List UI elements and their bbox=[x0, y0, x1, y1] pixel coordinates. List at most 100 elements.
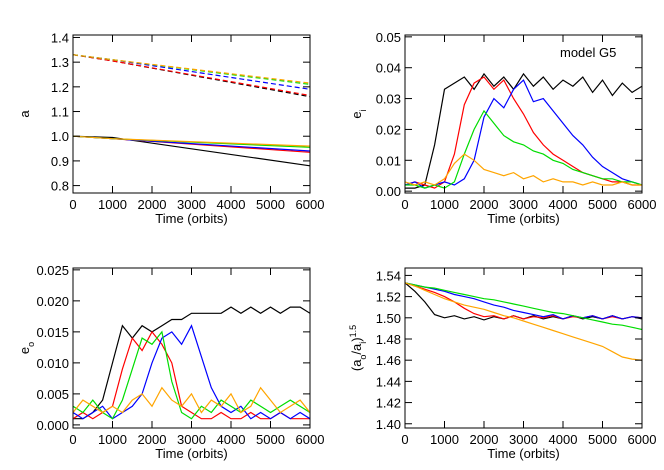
data-line bbox=[405, 282, 642, 331]
x-tick-label: 3000 bbox=[177, 197, 206, 212]
y-tick-label: 0.05 bbox=[376, 30, 401, 45]
y-tick-label: 0.03 bbox=[376, 92, 401, 107]
data-line bbox=[405, 282, 642, 320]
y-axis-label-part: 1.5 bbox=[348, 325, 358, 338]
data-line bbox=[405, 76, 642, 189]
y-axis-label-part: a bbox=[17, 110, 32, 118]
x-tick-label: 2000 bbox=[138, 432, 167, 447]
x-tick-label: 0 bbox=[401, 197, 408, 212]
y-tick-label: 0.010 bbox=[36, 356, 69, 371]
x-tick-label: 6000 bbox=[296, 432, 325, 447]
x-tick-label: 3000 bbox=[509, 432, 538, 447]
y-axis-label: a bbox=[17, 110, 32, 118]
x-tick-label: 3000 bbox=[509, 197, 538, 212]
data-line bbox=[405, 72, 642, 189]
x-tick-label: 2000 bbox=[470, 432, 499, 447]
panel: 0 1000 2000 3000 4000 5000 6000 1.40 1.42 1.44 1.4… bbox=[348, 267, 657, 461]
y-tick-label: 1.3 bbox=[51, 55, 69, 70]
y-tick-label: 1.48 bbox=[376, 332, 401, 347]
x-tick-label: 2000 bbox=[470, 197, 499, 212]
x-tick-label: 1000 bbox=[98, 197, 127, 212]
y-tick-label: 0.025 bbox=[36, 263, 69, 278]
data-line bbox=[73, 135, 310, 147]
y-tick-label: 0.015 bbox=[36, 325, 69, 340]
y-tick-label: 0.01 bbox=[376, 153, 401, 168]
y-tick-label: 1.52 bbox=[376, 290, 401, 305]
x-tick-label: 4000 bbox=[549, 197, 578, 212]
x-tick-label: 1000 bbox=[98, 432, 127, 447]
x-tick-label: 5000 bbox=[256, 432, 285, 447]
y-tick-label: 1.2 bbox=[51, 80, 69, 95]
panel: 0 1000 2000 3000 4000 5000 6000 0.00 0.01 0.02 0.0… bbox=[349, 30, 656, 226]
data-line bbox=[73, 54, 310, 98]
y-axis-label-part: /a bbox=[349, 343, 364, 355]
y-axis-label: eo bbox=[17, 342, 36, 354]
data-line bbox=[405, 109, 642, 189]
x-axis-label: Time (orbits) bbox=[487, 211, 559, 226]
data-line bbox=[73, 54, 310, 90]
y-axis-label-part: ) bbox=[349, 337, 364, 341]
y-tick-label: 0.00 bbox=[376, 184, 401, 199]
x-tick-label: 5000 bbox=[588, 432, 617, 447]
y-tick-label: 0.9 bbox=[51, 154, 69, 169]
x-tick-label: 4000 bbox=[217, 432, 246, 447]
y-axis-label-part: o bbox=[26, 342, 36, 347]
y-tick-label: 0.02 bbox=[376, 122, 401, 137]
x-axis-label: Time (orbits) bbox=[487, 446, 559, 461]
y-tick-label: 0.005 bbox=[36, 387, 69, 402]
panel: 0 1000 2000 3000 4000 5000 6000 0.8 0.9 1.0 1.1 1.2… bbox=[17, 30, 324, 226]
data-line bbox=[73, 54, 310, 85]
y-axis-label-part: o bbox=[358, 355, 368, 360]
y-tick-label: 1.46 bbox=[376, 353, 401, 368]
y-tick-label: 1.1 bbox=[51, 105, 69, 120]
x-tick-label: 4000 bbox=[549, 432, 578, 447]
axis-box bbox=[72, 267, 311, 429]
data-line bbox=[73, 54, 310, 97]
x-tick-label: 1000 bbox=[430, 197, 459, 212]
data-line bbox=[405, 79, 642, 189]
data-line bbox=[405, 282, 642, 321]
data-line bbox=[73, 386, 310, 414]
annotation: model G5 bbox=[560, 45, 616, 60]
y-tick-label: 1.50 bbox=[376, 311, 401, 326]
x-tick-label: 0 bbox=[69, 432, 76, 447]
x-tick-label: 5000 bbox=[588, 197, 617, 212]
data-line bbox=[405, 282, 642, 320]
x-tick-label: 4000 bbox=[217, 197, 246, 212]
y-tick-label: 1.4 bbox=[51, 30, 69, 45]
y-tick-label: 1.0 bbox=[51, 129, 69, 144]
data-line bbox=[73, 135, 310, 167]
y-tick-label: 0.8 bbox=[51, 179, 69, 194]
data-line bbox=[73, 306, 310, 420]
y-tick-label: 0.020 bbox=[36, 294, 69, 309]
y-axis-label-part: e bbox=[349, 111, 364, 118]
x-tick-label: 1000 bbox=[430, 432, 459, 447]
y-axis-label-part: (a bbox=[349, 359, 364, 371]
x-tick-label: 5000 bbox=[256, 197, 285, 212]
y-tick-label: 1.40 bbox=[376, 417, 401, 432]
data-line bbox=[405, 282, 642, 361]
x-axis-label: Time (orbits) bbox=[155, 211, 227, 226]
x-axis-label: Time (orbits) bbox=[155, 446, 227, 461]
y-tick-label: 1.42 bbox=[376, 396, 401, 411]
y-axis-label: ei bbox=[349, 109, 368, 118]
y-axis-label-part: i bbox=[358, 342, 368, 344]
y-axis-label-part: i bbox=[358, 109, 368, 111]
x-tick-label: 2000 bbox=[138, 197, 167, 212]
y-axis-label: (ao/ai)1.5 bbox=[348, 325, 368, 371]
x-tick-label: 6000 bbox=[628, 432, 657, 447]
data-line bbox=[405, 153, 642, 186]
y-tick-label: 0.04 bbox=[376, 61, 401, 76]
data-line bbox=[73, 330, 310, 420]
y-axis-label-part: e bbox=[17, 347, 32, 354]
y-tick-label: 0.000 bbox=[36, 418, 69, 433]
x-tick-label: 3000 bbox=[177, 432, 206, 447]
panel: 0 1000 2000 3000 4000 5000 6000 0.000 0.005 0.010… bbox=[17, 263, 324, 461]
data-line bbox=[73, 54, 310, 84]
x-tick-label: 0 bbox=[69, 197, 76, 212]
x-tick-label: 6000 bbox=[628, 197, 657, 212]
x-tick-label: 6000 bbox=[296, 197, 325, 212]
y-tick-label: 1.44 bbox=[376, 374, 401, 389]
y-tick-label: 1.54 bbox=[376, 268, 401, 283]
